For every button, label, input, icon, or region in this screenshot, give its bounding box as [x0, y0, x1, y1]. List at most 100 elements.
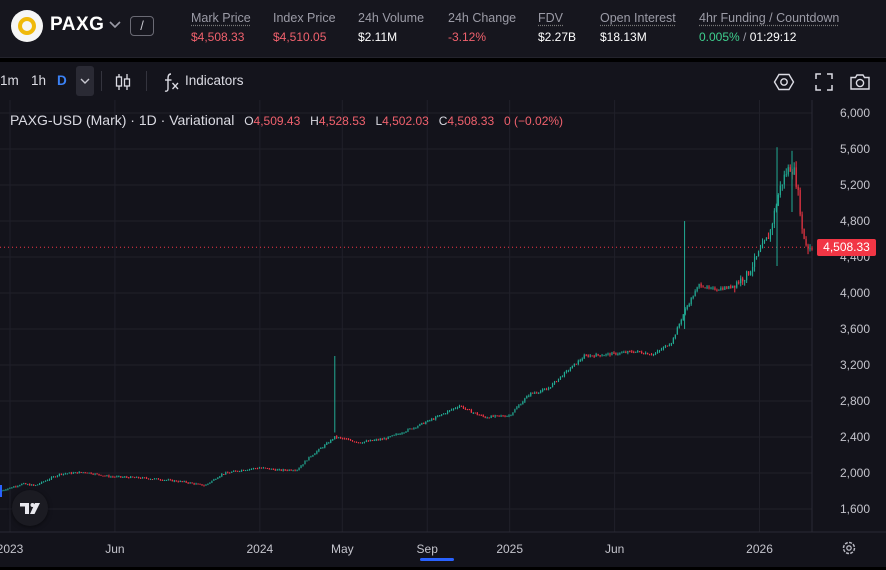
candle-body — [276, 469, 278, 471]
candle-body — [338, 437, 340, 439]
candle-body — [183, 481, 185, 483]
candle-body — [37, 484, 39, 486]
candle-body — [748, 271, 750, 275]
candle-body — [577, 360, 579, 365]
candle-body — [104, 475, 106, 477]
candle-body — [494, 415, 496, 417]
candle-body — [345, 438, 348, 440]
stat-label[interactable]: 4hr Funding / Countdown — [699, 11, 840, 25]
y-tick-label: 3,200 — [840, 358, 870, 372]
candle-body — [603, 355, 605, 357]
candle-body — [211, 480, 213, 483]
candle-body — [466, 408, 468, 410]
price-chart[interactable]: 6,000 5,600 5,200 4,800 4,400 4,000 3,600 3,200… — [0, 100, 886, 568]
candle-body — [110, 476, 112, 478]
candle-body — [163, 480, 165, 482]
candle-body — [7, 488, 9, 490]
candle-body — [763, 240, 766, 243]
candle-body — [605, 353, 607, 356]
x-tick-label: 2025 — [496, 542, 523, 556]
candle-body — [334, 436, 336, 440]
symbol-selector[interactable]: PAXG — [50, 14, 105, 35]
candle-body — [480, 414, 482, 416]
candle-body — [126, 476, 128, 478]
candle-body — [676, 327, 678, 335]
candle-body — [23, 483, 25, 485]
chart-toolbar: 1m 1h D Indicators — [0, 62, 886, 100]
candle-body — [227, 472, 229, 474]
chevron-down-icon[interactable] — [107, 16, 123, 32]
candle-body — [470, 409, 472, 413]
candle-body — [433, 418, 435, 420]
candle-body — [264, 467, 266, 469]
candle-body — [595, 354, 597, 357]
candle-body — [288, 469, 290, 471]
candle-body — [118, 476, 120, 478]
candle-body — [389, 436, 391, 438]
candle-body — [284, 469, 286, 471]
timeframe-dropdown[interactable] — [76, 66, 94, 96]
candle-body — [189, 482, 191, 484]
candle-body — [213, 479, 215, 481]
symbol-search-shortcut[interactable]: / — [130, 16, 154, 36]
candle-body — [35, 485, 37, 487]
fx-icon[interactable] — [162, 71, 180, 93]
candle-body — [783, 174, 785, 185]
candle-body — [82, 472, 84, 474]
candle-body — [229, 472, 231, 474]
fullscreen-icon[interactable] — [814, 72, 834, 92]
candle-body — [80, 471, 82, 473]
candle-body — [155, 478, 158, 480]
candle-body — [740, 278, 742, 284]
stat-label[interactable]: FDV — [538, 11, 563, 25]
candle-body — [686, 306, 688, 309]
tradingview-logo[interactable] — [12, 490, 48, 526]
candle-body — [607, 353, 609, 355]
candle-body — [367, 440, 369, 442]
candle-body — [751, 266, 754, 272]
candle-body — [536, 392, 538, 394]
stat-label[interactable]: Mark Price — [191, 11, 251, 25]
candle-body — [373, 440, 375, 442]
stat-value: $2.27B — [538, 30, 577, 44]
candle-body — [615, 352, 617, 355]
candle-body — [27, 484, 29, 486]
stat-24h-volume: 24h Volume $2.11M — [358, 10, 424, 45]
candle-body — [153, 478, 156, 480]
candle-body — [654, 353, 657, 355]
candle-body — [294, 470, 296, 472]
candle-body — [789, 167, 791, 172]
candle-body — [145, 477, 148, 479]
legend-low: L4,502.03 — [375, 114, 428, 128]
candle-body — [641, 351, 643, 354]
settings-icon[interactable] — [841, 540, 857, 556]
candle-body — [102, 475, 104, 477]
timeframe-d[interactable]: D — [57, 73, 67, 88]
paxg-logo-icon — [11, 10, 43, 42]
candle-body — [13, 486, 15, 488]
timeframe-1h[interactable]: 1h — [31, 73, 47, 88]
y-tick-label: 1,600 — [840, 502, 870, 516]
candle-body — [310, 456, 312, 458]
candle-body — [611, 352, 613, 356]
candle-body — [692, 296, 694, 299]
candle-body — [239, 471, 241, 473]
settings-icon[interactable] — [773, 71, 795, 93]
funding-rate: 0.005% — [699, 30, 740, 44]
stat-label[interactable]: Open Interest — [600, 11, 676, 25]
chart-canvas[interactable]: 6,0005,6005,2004,8004,4004,0003,6003,200… — [0, 100, 886, 568]
candle-body — [690, 298, 692, 305]
candle-body — [254, 468, 257, 470]
candle-body — [314, 453, 316, 456]
candle-body — [645, 352, 647, 355]
legend-close-label: C — [438, 114, 448, 128]
candle-body — [561, 376, 564, 378]
timeframe-1m[interactable]: 1m — [0, 73, 19, 88]
camera-icon[interactable] — [849, 72, 871, 92]
candle-body — [583, 355, 585, 359]
candle-body — [567, 370, 569, 372]
candle-body — [379, 438, 381, 441]
candles-icon[interactable] — [113, 72, 133, 92]
candle-body — [365, 440, 367, 442]
indicators-button[interactable]: Indicators — [185, 73, 244, 88]
